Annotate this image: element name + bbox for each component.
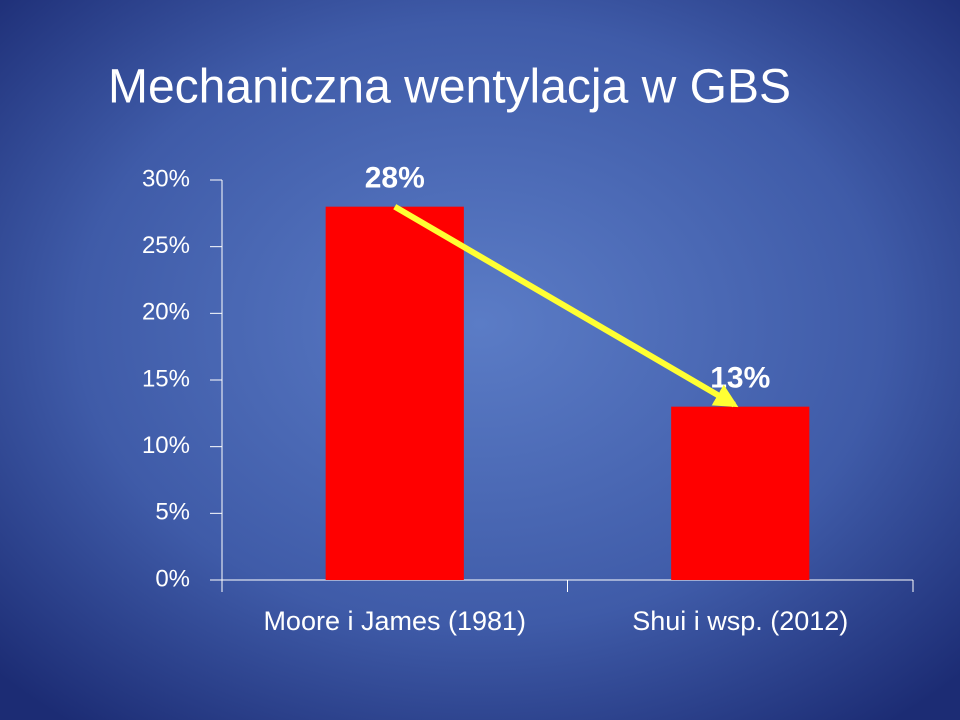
chart-title: Mechaniczna wentylacja w GBS bbox=[108, 61, 791, 114]
y-tick-label: 15% bbox=[142, 365, 190, 392]
y-tick-label: 0% bbox=[155, 565, 190, 592]
bar bbox=[325, 206, 464, 580]
y-tick-label: 10% bbox=[142, 432, 190, 459]
trend-arrow bbox=[393, 204, 739, 408]
y-tick-label: 20% bbox=[142, 299, 190, 326]
bar bbox=[671, 406, 810, 580]
value-label: 28% bbox=[365, 162, 425, 195]
x-tick-label: Shui i wsp. (2012) bbox=[632, 606, 848, 636]
x-tick-label: Moore i James (1981) bbox=[263, 606, 526, 636]
value-label: 13% bbox=[710, 362, 770, 395]
y-tick-label: 30% bbox=[142, 165, 190, 192]
y-tick-label: 5% bbox=[155, 499, 190, 526]
y-tick-label: 25% bbox=[142, 232, 190, 259]
